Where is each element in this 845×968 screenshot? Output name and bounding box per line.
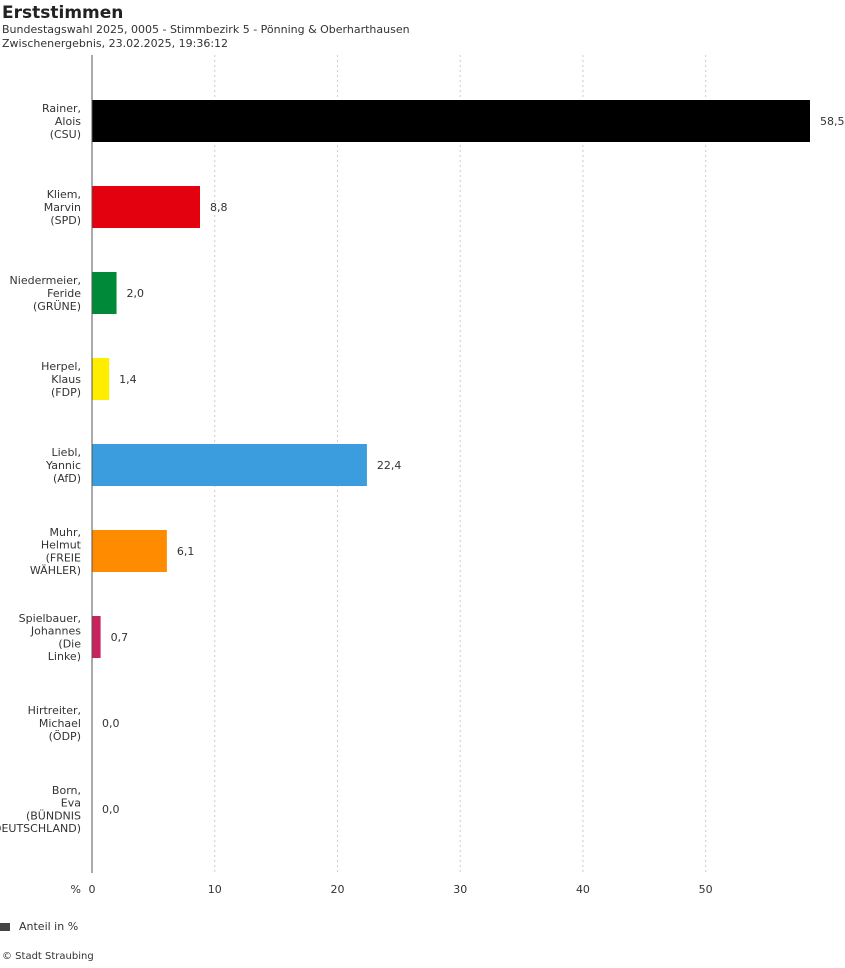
category-label-line: (SPD) (50, 214, 81, 227)
bar (92, 358, 110, 400)
data-label: 8,8 (210, 201, 228, 214)
category-label: Born, Eva (BÜNDNIS DEUTSCHLAND) (0, 784, 81, 835)
chart-legend: Anteil in % (0, 920, 78, 933)
bar (92, 186, 201, 228)
category-label-line: DEUTSCHLAND) (0, 822, 81, 835)
chart-subtitle: Bundestagswahl 2025, 0005 - Stimmbezirk … (2, 23, 410, 36)
category-label-line: Born, (52, 784, 81, 797)
category-label-line: Johannes (30, 625, 81, 638)
data-label: 0,7 (111, 631, 129, 644)
x-tick-label: 30 (453, 883, 467, 896)
category-label-line: Klaus (51, 373, 81, 386)
x-axis-label: % (71, 883, 81, 896)
data-label: 6,1 (177, 545, 195, 558)
category-label-line: Marvin (44, 201, 81, 214)
copyright-note: © Stadt Straubing (2, 951, 94, 962)
data-label: 58,5 (820, 115, 845, 128)
x-tick-label: 0 (89, 883, 96, 896)
category-label-line: (GRÜNE) (33, 300, 81, 313)
legend-swatch (0, 922, 10, 931)
category-label-line: Liebl, (52, 446, 82, 459)
category-label-line: Hirtreiter, (28, 704, 81, 717)
legend-label: Anteil in % (19, 920, 79, 933)
category-label-line: Niedermeier, (10, 274, 81, 287)
data-label: 0,0 (102, 803, 120, 816)
category-label-line: (CSU) (50, 128, 81, 141)
category-label-line: Eva (61, 797, 81, 810)
data-label: 22,4 (377, 459, 402, 472)
chart-status-line: Zwischenergebnis, 23.02.2025, 19:36:12 (2, 37, 229, 50)
x-tick-label: 20 (330, 883, 344, 896)
category-label: Spielbauer, Johannes (Die Linke) (19, 612, 82, 663)
data-label: 1,4 (119, 373, 137, 386)
category-label-line: Michael (39, 717, 81, 730)
category-label: Kliem, Marvin (SPD) (44, 188, 81, 227)
category-label: Rainer, Alois (CSU) (42, 102, 81, 141)
category-label-line: (BÜNDNIS (26, 809, 81, 822)
bar-chart: 0 10 20 30 40 50% 58,5 Rainer, Alois (CSU) 8,8 Klie… (0, 55, 845, 896)
bar (92, 100, 810, 142)
category-label: Hirtreiter, Michael (ÖDP) (28, 704, 81, 743)
category-label-line: (AfD) (53, 472, 81, 485)
category-label-line: Linke) (48, 650, 81, 663)
category-label-line: Rainer, (42, 102, 81, 115)
category-label: Liebl, Yannic (AfD) (45, 446, 81, 485)
category-label-line: (Die (58, 637, 81, 650)
category-label-line: (FREIE (46, 551, 81, 564)
category-label-line: Helmut (41, 539, 82, 552)
x-tick-label: 50 (699, 883, 713, 896)
category-label-line: Alois (55, 115, 81, 128)
chart-title: Erststimmen (2, 3, 124, 23)
data-label: 0,0 (102, 717, 120, 730)
bar (92, 616, 101, 658)
category-label-line: (ÖDP) (49, 730, 81, 743)
category-label-line: Spielbauer, (19, 612, 81, 625)
x-tick-label: 40 (576, 883, 590, 896)
bar (92, 272, 117, 314)
category-label-line: Muhr, (50, 526, 81, 539)
bar (92, 444, 367, 486)
category-label-line: (FDP) (51, 386, 81, 399)
bar (92, 530, 167, 572)
data-label: 2,0 (127, 287, 144, 300)
category-label-line: WÄHLER) (30, 564, 81, 577)
x-tick-label: 10 (208, 883, 222, 896)
category-label-line: Kliem, (47, 188, 81, 201)
category-label-line: Feride (47, 287, 81, 300)
category-label: Niedermeier, Feride (GRÜNE) (10, 274, 82, 313)
category-label-line: Yannic (45, 459, 81, 472)
category-label-line: Herpel, (41, 360, 81, 373)
category-label: Muhr, Helmut (FREIE WÄHLER) (30, 526, 82, 577)
category-label: Herpel, Klaus (FDP) (41, 360, 81, 399)
